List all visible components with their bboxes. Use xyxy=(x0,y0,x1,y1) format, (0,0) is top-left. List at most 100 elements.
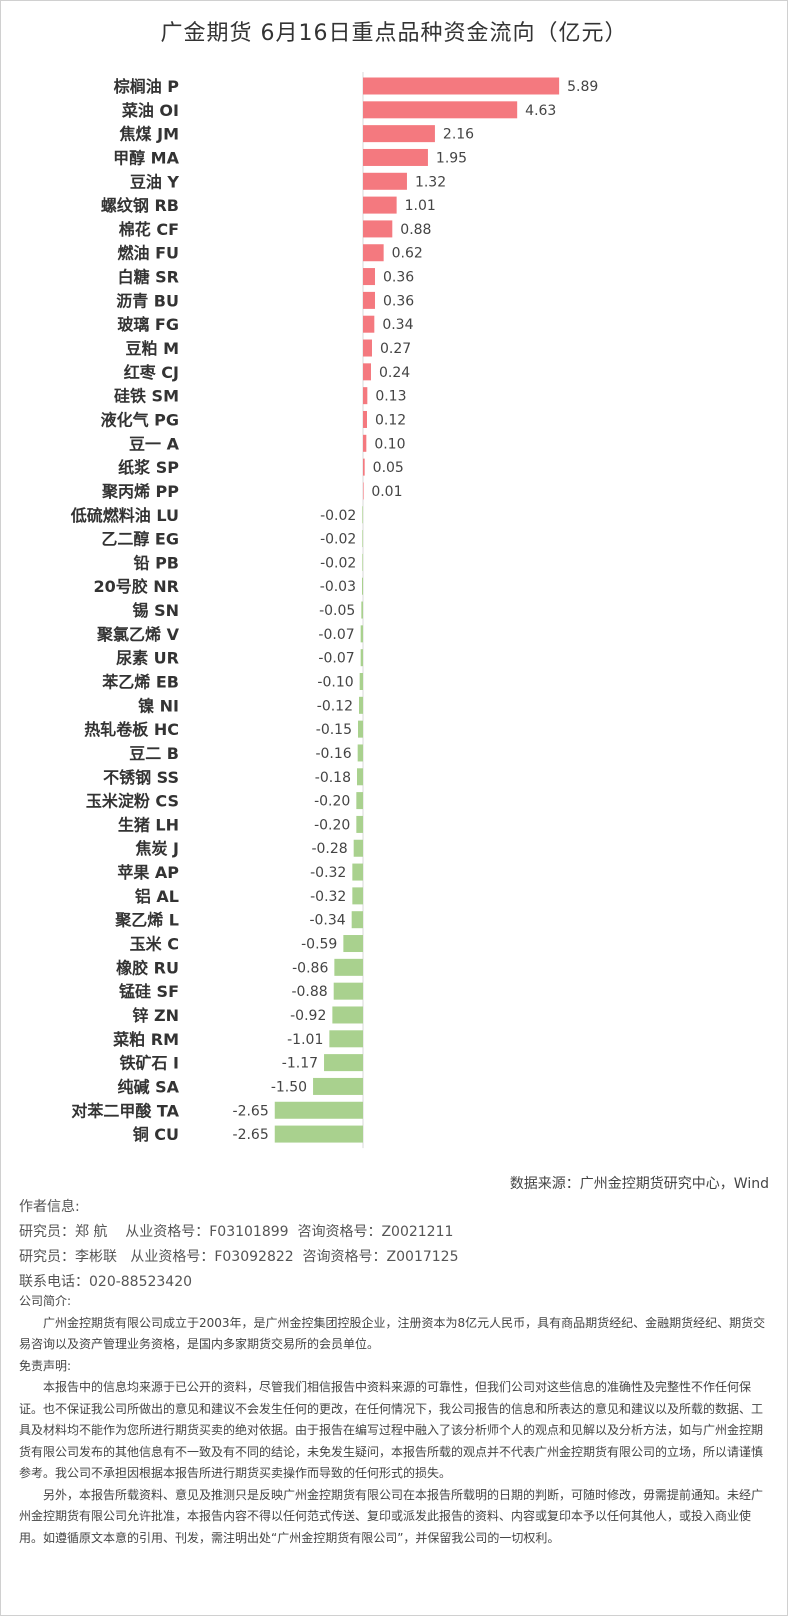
disclaimer-paragraph-1: 本报告中的信息均来源于已公开的资料，尽管我们相信报告中资料来源的可靠性，但我们公… xyxy=(19,1380,764,1480)
data-label: -0.88 xyxy=(291,984,327,1000)
data-label: 0.05 xyxy=(373,460,404,476)
data-source: 数据来源：广州金控期货研究中心，Wind xyxy=(509,1176,769,1192)
bar xyxy=(359,696,363,714)
category-label: 玉米淀粉 CS xyxy=(86,792,179,811)
bar xyxy=(313,1077,363,1095)
bar xyxy=(358,720,363,738)
category-label: 焦炭 J xyxy=(134,839,179,858)
category-label: 菜粕 RM xyxy=(112,1030,179,1049)
data-label: 4.63 xyxy=(525,103,556,119)
data-label: -0.86 xyxy=(292,960,328,976)
category-label: 棉花 CF xyxy=(119,220,179,239)
category-label: 橡胶 RU xyxy=(116,958,179,977)
category-label: 豆一 A xyxy=(129,434,180,453)
category-label: 不锈钢 SS xyxy=(103,768,179,787)
bar xyxy=(363,268,375,286)
category-label: 菜油 OI xyxy=(121,101,179,120)
data-label: 0.36 xyxy=(383,270,414,286)
bar xyxy=(351,911,363,929)
category-label: 沥青 BU xyxy=(116,291,179,310)
category-label: 硅铁 SM xyxy=(114,387,179,406)
category-label: 铜 CU xyxy=(133,1125,179,1144)
bar xyxy=(274,1101,363,1119)
bar xyxy=(352,887,363,905)
data-label: -0.20 xyxy=(314,794,350,810)
disclaimer-heading: 免责声明: xyxy=(19,1358,72,1373)
bar xyxy=(363,434,367,452)
data-label: -0.18 xyxy=(315,770,351,786)
category-label: 红枣 CJ xyxy=(124,363,179,382)
data-label: 0.24 xyxy=(379,365,410,381)
bar xyxy=(274,1125,363,1143)
data-label: -0.59 xyxy=(301,937,337,953)
bar xyxy=(357,744,363,762)
category-label: 豆油 Y xyxy=(130,172,180,191)
category-label: 豆二 B xyxy=(129,744,179,763)
bar xyxy=(360,625,363,643)
data-label: 0.10 xyxy=(374,436,405,452)
bar xyxy=(343,935,363,953)
bar xyxy=(363,220,393,238)
category-label: 铁矿石 I xyxy=(119,1054,179,1073)
data-label: -0.02 xyxy=(320,555,356,571)
category-label: 聚氯乙烯 V xyxy=(96,625,180,644)
bar xyxy=(363,196,397,214)
category-label: 生猪 LH xyxy=(118,815,179,834)
category-label: 苯乙烯 EB xyxy=(101,673,179,692)
data-label: -0.32 xyxy=(310,889,346,905)
data-label: -0.92 xyxy=(290,1008,326,1024)
data-label: 0.62 xyxy=(392,246,423,262)
category-label: 豆粕 M xyxy=(126,339,180,358)
category-label: 燃油 FU xyxy=(118,244,180,263)
bar xyxy=(357,768,363,786)
category-label: 纸浆 SP xyxy=(118,458,179,477)
data-label: -2.65 xyxy=(233,1127,269,1143)
data-label: 5.89 xyxy=(567,79,598,95)
category-label: 对苯二甲酸 TA xyxy=(71,1101,179,1120)
data-label: -2.65 xyxy=(233,1103,269,1119)
bar xyxy=(362,577,363,595)
bar xyxy=(363,410,367,428)
researcher-1: 研究员：郑 航 从业资格号：F03101899 咨询资格号：Z0021211 xyxy=(19,1224,454,1240)
bar xyxy=(353,839,363,857)
bar xyxy=(356,792,363,810)
category-label: 聚乙烯 L xyxy=(114,911,179,930)
bar xyxy=(363,244,384,262)
bar xyxy=(361,601,363,619)
bar-chart: 棕榈油 P 5.89 菜油 OI 4.63 焦煤 JM 2.16 甲醇 MA 1.95 豆油 Y… xyxy=(70,72,598,1149)
bar xyxy=(332,1006,363,1024)
bar xyxy=(363,101,518,119)
data-label: 2.16 xyxy=(443,127,474,143)
data-label: -0.20 xyxy=(314,817,350,833)
category-label: 乙二醇 EG xyxy=(101,530,179,549)
bar xyxy=(363,291,375,309)
data-label: -0.28 xyxy=(311,841,347,857)
data-label: -0.07 xyxy=(318,651,354,667)
bar xyxy=(363,387,368,405)
bar xyxy=(334,958,363,976)
contact-phone: 联系电话：020-88523420 xyxy=(19,1274,193,1290)
bar xyxy=(362,530,363,548)
category-label: 低硫燃料油 LU xyxy=(70,506,179,525)
category-label: 铝 AL xyxy=(135,887,179,906)
bar xyxy=(324,1054,363,1072)
data-label: 0.88 xyxy=(400,222,431,238)
bar xyxy=(363,482,364,500)
category-label: 聚丙烯 PP xyxy=(101,482,179,501)
category-label: 铅 PB xyxy=(134,553,180,572)
bar xyxy=(356,815,363,833)
data-label: 1.01 xyxy=(405,198,436,214)
data-label: 1.95 xyxy=(436,150,467,166)
data-label: 1.32 xyxy=(415,174,446,190)
chart-title: 广金期货 6月16日重点品种资金流向（亿元） xyxy=(160,21,628,46)
data-label: -0.16 xyxy=(315,746,351,762)
bar xyxy=(363,339,372,357)
bar xyxy=(352,863,363,881)
bar xyxy=(329,1030,363,1048)
data-label: 0.13 xyxy=(375,389,406,405)
category-label: 苹果 AP xyxy=(117,863,179,882)
data-label: -0.15 xyxy=(316,722,352,738)
category-label: 玻璃 FG xyxy=(117,315,179,334)
bar xyxy=(363,458,365,476)
